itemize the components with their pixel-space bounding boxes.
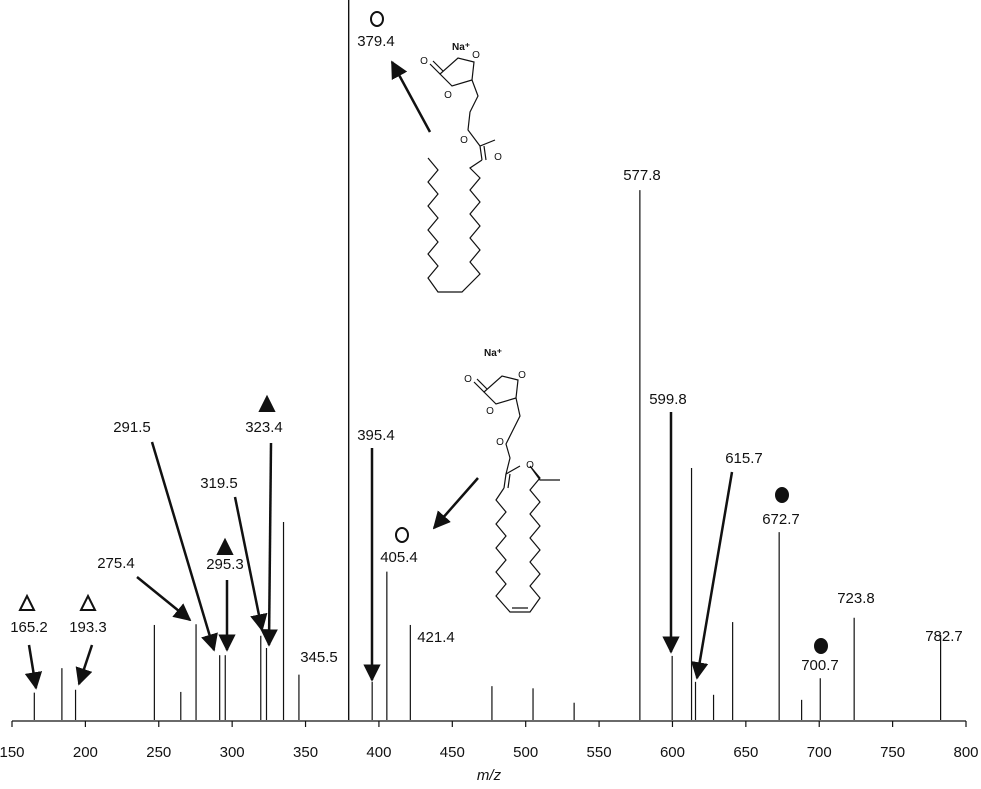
bond	[429, 60, 444, 75]
chain	[427, 157, 483, 293]
arrow	[24, 644, 43, 690]
peak-label: 672.7	[762, 511, 800, 528]
chain	[495, 465, 560, 613]
structure: Na⁺ O O O O O	[464, 348, 560, 613]
x-tick-label: 300	[220, 744, 245, 761]
x-tick-label: 800	[953, 744, 978, 761]
peak-label: 700.7	[801, 657, 839, 674]
peak-label: 345.5	[300, 649, 338, 666]
atom-label: O	[494, 152, 502, 163]
atom-label: O	[518, 370, 526, 381]
x-tick-label: 600	[660, 744, 685, 761]
x-tick-label: 350	[293, 744, 318, 761]
peak-label: 295.3	[206, 556, 244, 573]
peak-label: 782.7	[925, 628, 963, 645]
atom-label: O	[486, 406, 494, 417]
peak-label: 395.4	[357, 427, 395, 444]
atom-label: O	[464, 374, 472, 385]
peak-label: 275.4	[97, 555, 135, 572]
x-tick-label: 650	[733, 744, 758, 761]
x-tick-label: 550	[587, 744, 612, 761]
x-tick-label: 450	[440, 744, 465, 761]
atom-label: Na⁺	[452, 42, 470, 53]
peak-label: 379.4	[357, 33, 395, 50]
atom-label: O	[472, 50, 480, 61]
peak-marker	[395, 527, 409, 543]
bond	[503, 397, 521, 489]
peak-label: 599.8	[649, 391, 687, 408]
peak-label: 421.4	[417, 629, 455, 646]
arrow	[432, 477, 479, 530]
atom-label: O	[420, 56, 428, 67]
peak-label: 577.8	[623, 167, 661, 184]
peak-label: 615.7	[725, 450, 763, 467]
arrow	[150, 441, 218, 652]
peak-label: 319.5	[200, 475, 238, 492]
atom-label: O	[444, 90, 452, 101]
peak-marker	[775, 487, 789, 503]
structure: Na⁺ O O O O O	[420, 42, 502, 293]
peak-marker	[258, 394, 276, 412]
peak-marker	[79, 593, 97, 611]
ring	[483, 375, 519, 405]
arrow	[390, 60, 432, 133]
atom-label: O	[496, 437, 504, 448]
x-tick-label: 400	[366, 744, 391, 761]
peak-marker	[370, 11, 384, 27]
ring	[439, 57, 475, 87]
x-tick-label: 150	[0, 744, 25, 761]
peak-marker	[814, 638, 828, 654]
peak-label: 165.2	[10, 619, 48, 636]
peak-label: 193.3	[69, 619, 107, 636]
peak-marker	[18, 593, 36, 611]
x-tick-label: 250	[146, 744, 171, 761]
x-axis-label: m/z	[477, 767, 502, 784]
peak-label: 405.4	[380, 549, 418, 566]
arrow	[691, 471, 734, 680]
bond	[467, 79, 496, 161]
arrow	[136, 576, 192, 622]
atom-label: O	[526, 460, 534, 471]
arrow	[75, 644, 94, 686]
arrow	[260, 442, 278, 647]
x-tick-label: 750	[880, 744, 905, 761]
peak-label: 723.8	[837, 590, 875, 607]
bond	[473, 378, 488, 393]
arrow	[233, 496, 268, 632]
peak-label: 291.5	[113, 419, 151, 436]
peak-label: 323.4	[245, 419, 283, 436]
peak-marker	[216, 537, 234, 555]
atom-label: Na⁺	[484, 348, 502, 359]
x-tick-label: 500	[513, 744, 538, 761]
atom-label: O	[460, 135, 468, 146]
x-tick-label: 700	[807, 744, 832, 761]
x-tick-label: 200	[73, 744, 98, 761]
